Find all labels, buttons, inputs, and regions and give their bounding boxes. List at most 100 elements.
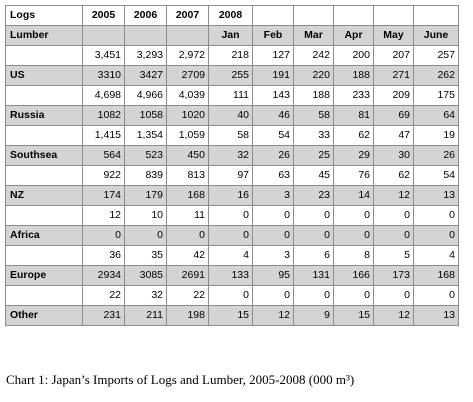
- lumber-value-cell: 179: [124, 185, 167, 206]
- logs-value-cell: 2,972: [166, 45, 209, 66]
- logs-value-cell: 3,293: [124, 45, 167, 66]
- logs-value-cell: 5: [373, 245, 414, 266]
- region-label: NZ: [5, 185, 83, 206]
- lumber-value-cell: 0: [208, 225, 253, 246]
- logs-value-cell: 813: [166, 165, 209, 186]
- lumber-value-cell: 174: [82, 185, 125, 206]
- month-header: Feb: [252, 25, 294, 46]
- logs-value-cell: 62: [333, 125, 374, 146]
- empty-label-cell: [5, 125, 83, 146]
- lumber-value-cell: 95: [252, 265, 294, 286]
- logs-row: 922 839 813 97 63 45 76 62 54: [5, 165, 459, 186]
- lumber-value-cell: 0: [333, 225, 374, 246]
- lumber-value-cell: 12: [252, 305, 294, 326]
- logs-value-cell: 42: [166, 245, 209, 266]
- lumber-header: Lumber: [5, 25, 83, 46]
- lumber-value-cell: 0: [373, 225, 414, 246]
- logs-value-cell: 242: [293, 45, 334, 66]
- lumber-value-cell: 58: [293, 105, 334, 126]
- lumber-value-cell: 523: [124, 145, 167, 166]
- logs-value-cell: 0: [333, 285, 374, 306]
- logs-value-cell: 35: [124, 245, 167, 266]
- lumber-value-cell: 198: [166, 305, 209, 326]
- logs-value-cell: 19: [413, 125, 459, 146]
- logs-value-cell: 4: [413, 245, 459, 266]
- month-header: Mar: [293, 25, 334, 46]
- lumber-value-cell: 1020: [166, 105, 209, 126]
- logs-value-cell: 188: [293, 85, 334, 106]
- logs-value-cell: 63: [252, 165, 294, 186]
- lumber-value-cell: 1082: [82, 105, 125, 126]
- logs-value-cell: 8: [333, 245, 374, 266]
- logs-value-cell: 200: [333, 45, 374, 66]
- lumber-value-cell: 69: [373, 105, 414, 126]
- lumber-row: Other 231 211 198 15 12 9 15 12 13: [5, 305, 459, 326]
- region-label: Russia: [5, 105, 83, 126]
- lumber-value-cell: 255: [208, 65, 253, 86]
- lumber-value-cell: 191: [252, 65, 294, 86]
- empty-label-cell: [5, 245, 83, 266]
- logs-value-cell: 32: [124, 285, 167, 306]
- lumber-value-cell: 15: [208, 305, 253, 326]
- lumber-value-cell: 0: [82, 225, 125, 246]
- logs-value-cell: 11: [166, 205, 209, 226]
- lumber-value-cell: 16: [208, 185, 253, 206]
- month-header: Jan: [208, 25, 253, 46]
- logs-value-cell: 143: [252, 85, 294, 106]
- year-header: 2006: [124, 5, 167, 26]
- lumber-value-cell: 3310: [82, 65, 125, 86]
- region-label: Europe: [5, 265, 83, 286]
- lumber-value-cell: 81: [333, 105, 374, 126]
- lumber-value-cell: 2709: [166, 65, 209, 86]
- logs-value-cell: 111: [208, 85, 253, 106]
- logs-header: Logs: [5, 5, 83, 26]
- empty-label-cell: [5, 165, 83, 186]
- logs-value-cell: 1,415: [82, 125, 125, 146]
- lumber-value-cell: 30: [373, 145, 414, 166]
- imports-table: Logs 2005 2006 2007 2008 Lumber Jan Feb …: [5, 5, 459, 326]
- logs-row: 12 10 11 0 0 0 0 0 0: [5, 205, 459, 226]
- empty-label-cell: [5, 285, 83, 306]
- logs-value-cell: 97: [208, 165, 253, 186]
- lumber-value-cell: 46: [252, 105, 294, 126]
- lumber-value-cell: 3427: [124, 65, 167, 86]
- logs-value-cell: 839: [124, 165, 167, 186]
- empty-label-cell: [5, 85, 83, 106]
- lumber-value-cell: 168: [166, 185, 209, 206]
- lumber-value-cell: 173: [373, 265, 414, 286]
- logs-value-cell: 257: [413, 45, 459, 66]
- logs-value-cell: 36: [82, 245, 125, 266]
- logs-value-cell: 6: [293, 245, 334, 266]
- lumber-value-cell: 15: [333, 305, 374, 326]
- lumber-row: NZ 174 179 168 16 3 23 14 12 13: [5, 185, 459, 206]
- header-row-months: Lumber Jan Feb Mar Apr May June: [5, 25, 459, 46]
- lumber-value-cell: 211: [124, 305, 167, 326]
- logs-value-cell: 207: [373, 45, 414, 66]
- lumber-value-cell: 2934: [82, 265, 125, 286]
- month-header: May: [373, 25, 414, 46]
- lumber-value-cell: 188: [333, 65, 374, 86]
- logs-value-cell: 0: [208, 285, 253, 306]
- chart-caption: Chart 1: Japan’s Imports of Logs and Lum…: [6, 372, 355, 387]
- lumber-value-cell: 133: [208, 265, 253, 286]
- lumber-value-cell: 220: [293, 65, 334, 86]
- lumber-value-cell: 64: [413, 105, 459, 126]
- lumber-value-cell: 13: [413, 185, 459, 206]
- logs-value-cell: 12: [82, 205, 125, 226]
- logs-value-cell: 0: [333, 205, 374, 226]
- lumber-value-cell: 12: [373, 305, 414, 326]
- lumber-value-cell: 168: [413, 265, 459, 286]
- logs-value-cell: 218: [208, 45, 253, 66]
- lumber-value-cell: 3: [252, 185, 294, 206]
- logs-value-cell: 0: [208, 205, 253, 226]
- logs-row: 22 32 22 0 0 0 0 0 0: [5, 285, 459, 306]
- lumber-row: US 3310 3427 2709 255 191 220 188 271 262: [5, 65, 459, 86]
- region-label: Africa: [5, 225, 83, 246]
- lumber-value-cell: 14: [333, 185, 374, 206]
- header-row-years: Logs 2005 2006 2007 2008: [5, 5, 459, 26]
- region-label: Other: [5, 305, 83, 326]
- logs-value-cell: 233: [333, 85, 374, 106]
- logs-value-cell: 0: [373, 205, 414, 226]
- logs-value-cell: 22: [82, 285, 125, 306]
- logs-value-cell: 4,039: [166, 85, 209, 106]
